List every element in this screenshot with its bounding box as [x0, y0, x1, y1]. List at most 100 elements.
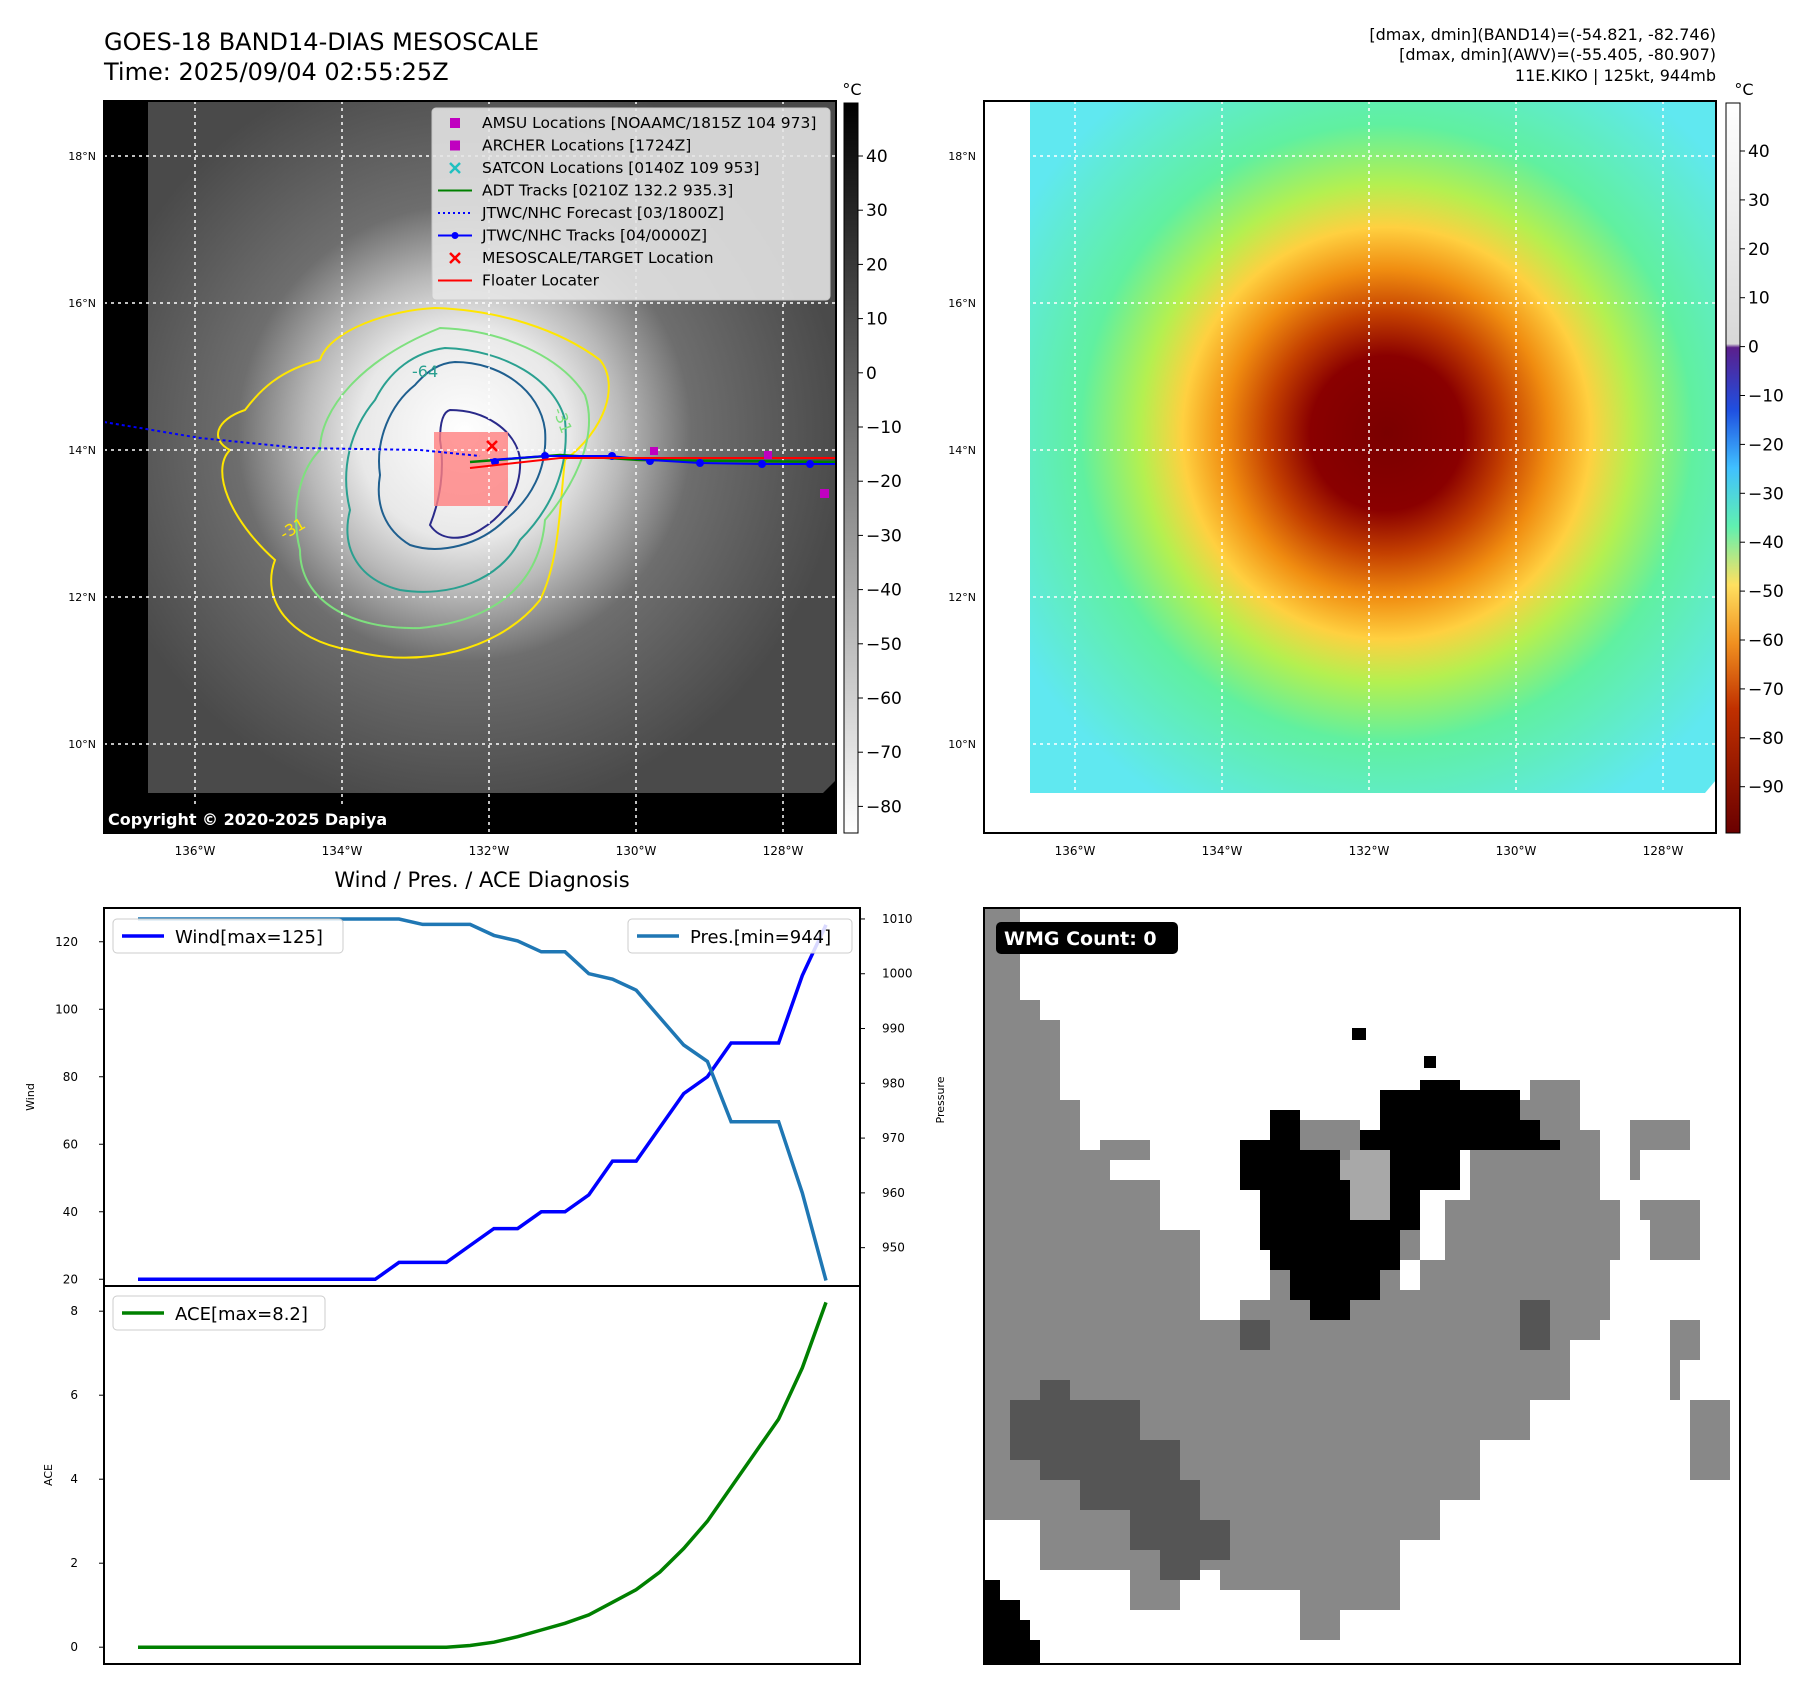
legend-label: SATCON Locations [0140Z 109 953] [482, 159, 759, 177]
wmg-lightgray-regions [1340, 1150, 1390, 1220]
awv-colorbar-ticks: 40 30 20 10 0 −10 −20 −30 −40 −50 −60 −70 −80 −90 [1740, 142, 1784, 798]
wmg-label: WMG Count: 0 [1004, 928, 1157, 950]
lon-label: 134°W [1202, 844, 1243, 858]
target-box [434, 432, 508, 506]
legend-label: MESOSCALE/TARGET Location [482, 249, 714, 267]
colorbar-tick-label: 0 [866, 364, 877, 384]
contour-teal [345, 346, 567, 593]
y-tick-label: 960 [882, 1186, 905, 1200]
colorbar-tick-label: −80 [1748, 729, 1784, 749]
wmg-panel: WMG Count: 0 [983, 907, 1741, 1665]
ir-lat-labels: 18°N 16°N 14°N 12°N 10°N [68, 150, 96, 751]
lon-label: 128°W [1643, 844, 1684, 858]
colorbar-tick-label: −80 [866, 797, 902, 817]
floater-track [469, 457, 836, 469]
info-awv: [dmax, dmin](AWV)=(-55.405, -80.907) [1399, 45, 1716, 64]
colorbar-tick-label: −40 [1748, 533, 1784, 553]
colorbar-tick-label: 10 [866, 310, 888, 330]
legend-label: AMSU Locations [NOAAMC/1815Z 104 973] [482, 114, 816, 132]
lat-label: 12°N [948, 591, 976, 604]
y-tick-label: 8 [70, 1304, 78, 1318]
legend-marker-dot [451, 232, 459, 239]
colorbar-tick-label: −20 [1748, 435, 1784, 455]
jtwc-track [489, 455, 836, 465]
y-tick-label: 990 [882, 1022, 905, 1036]
ir-legend: AMSU Locations [NOAAMC/1815Z 104 973] ARC… [431, 107, 831, 301]
y-tick-label: 4 [70, 1472, 78, 1486]
copyright-bg [104, 806, 414, 833]
legend-label: JTWC/NHC Forecast [03/1800Z] [481, 204, 724, 222]
colorbar-tick-label: −20 [866, 472, 902, 492]
ir-colorbar [843, 102, 859, 834]
lat-label: 16°N [948, 297, 976, 310]
y-tick-label: 40 [63, 1205, 78, 1219]
lat-label: 10°N [68, 738, 96, 751]
colorbar-tick-label: −40 [866, 581, 902, 601]
y-tick-label: 980 [882, 1076, 905, 1090]
lon-label: 132°W [1349, 844, 1390, 858]
lat-label: 16°N [68, 297, 96, 310]
main-title: GOES-18 BAND14-DIAS MESOSCALE [104, 28, 539, 56]
ir-colorbar-ticks: 40 30 20 10 0 −10 −20 −30 −40 −50 −60 −70 −80 [858, 147, 902, 817]
y-tick-label: 0 [70, 1640, 78, 1654]
main-time: Time: 2025/09/04 02:55:25Z [103, 58, 449, 86]
colorbar-tick-label: −60 [866, 689, 902, 709]
copyright: Copyright © 2020-2025 Dapiya [108, 810, 387, 829]
awv-panel: 18°N 16°N 14°N 12°N 10°N 136°W 134°W 132°W 130°… [948, 80, 1784, 858]
legend-label: ARCHER Locations [1724Z] [482, 137, 691, 155]
ir-lon-labels: 136°W 134°W 132°W 130°W 128°W [175, 844, 804, 858]
colorbar-tick-label: 20 [1748, 240, 1770, 260]
contour-yellow [217, 306, 610, 659]
y-tick-label: 20 [63, 1272, 78, 1286]
colorbar-tick-label: 10 [1748, 289, 1770, 309]
lat-label: 14°N [68, 444, 96, 457]
ir-colorbar-unit: °C [842, 80, 861, 99]
y-tick-label: 2 [70, 1556, 78, 1570]
lat-label: 18°N [68, 150, 96, 163]
wind-legend-label: Wind[max=125] [175, 927, 323, 948]
y-tick-label: 970 [882, 1131, 905, 1145]
contour-label-64: -64 [412, 362, 438, 381]
colorbar-tick-label: 40 [1748, 142, 1770, 162]
colorbar-tick-label: −10 [1748, 387, 1784, 407]
wind-pressure-axes: 20 40 60 80 100 120 950 960 970 980 990 1000 1010 W… [24, 907, 947, 1287]
ace-axis-label: ACE [42, 1464, 55, 1486]
lon-label: 132°W [469, 844, 510, 858]
colorbar-tick-label: −50 [866, 635, 902, 655]
ace-legend: ACE[max=8.2] [112, 1295, 326, 1331]
wmg-black-regions [984, 1028, 1560, 1664]
wmg-frame [983, 907, 1741, 1665]
y-tick-label: 60 [63, 1137, 78, 1151]
legend-label: Floater Locater [482, 272, 600, 290]
diagnosis-title: Wind / Pres. / ACE Diagnosis [334, 868, 629, 892]
y-tick-label: 1000 [882, 967, 913, 981]
wind-legend: Wind[max=125] [112, 918, 344, 954]
awv-lat-labels: 18°N 16°N 14°N 12°N 10°N [948, 150, 976, 751]
lon-label: 136°W [1055, 844, 1096, 858]
lon-label: 130°W [616, 844, 657, 858]
wmg-label-bg [996, 922, 1178, 954]
colorbar-tick-label: 30 [866, 201, 888, 221]
lat-label: 12°N [68, 591, 96, 604]
awv-colorbar [1725, 102, 1741, 834]
wind-y-ticks: 20 40 60 80 100 120 [55, 935, 104, 1286]
target-marker [486, 440, 498, 452]
lat-label: 18°N [948, 150, 976, 163]
awv-lon-labels: 136°W 134°W 132°W 130°W 128°W [1055, 844, 1684, 858]
legend-label: JTWC/NHC Tracks [04/0000Z] [481, 227, 707, 245]
awv-colorbar-unit: °C [1734, 80, 1753, 99]
amsu-markers [650, 447, 829, 498]
contour-lightgreen [295, 326, 590, 630]
legend-marker-square [450, 140, 460, 151]
colorbar-tick-label: −10 [866, 418, 902, 438]
lon-label: 130°W [1496, 844, 1537, 858]
colorbar-tick-label: −60 [1748, 631, 1784, 651]
colorbar-tick-label: 20 [866, 255, 888, 275]
colorbar-tick-label: −70 [866, 743, 902, 763]
colorbar-tick-label: −30 [1748, 484, 1784, 504]
pressure-y-ticks: 950 960 970 980 990 1000 1010 [860, 912, 913, 1255]
pressure-axis-label: Pressure [934, 1076, 947, 1123]
legend-marker-x [449, 162, 461, 174]
lon-label: 136°W [175, 844, 216, 858]
